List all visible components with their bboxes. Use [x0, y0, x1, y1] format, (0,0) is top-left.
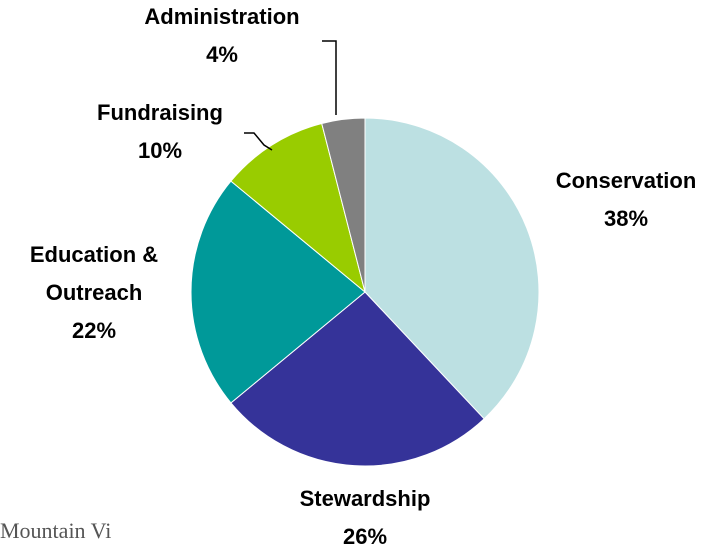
- footer-partial-text: Mountain Vi: [0, 518, 112, 543]
- leader-line-4: [322, 40, 337, 115]
- slice-percent-label-2: 22%: [72, 318, 116, 343]
- slice-labels: Conservation 38% Stewardship 26% Education &…: [30, 4, 696, 549]
- slice-name-label-0-0: Conservation: [556, 168, 697, 193]
- pie-slice-education-outreach: [190, 180, 366, 404]
- slice-name-label-2-1: Outreach: [46, 280, 143, 305]
- slice-name-label-2-0: Education &: [30, 242, 158, 267]
- pie-slice-fundraising: [230, 122, 366, 294]
- pie-slice-conservation: [364, 117, 540, 420]
- slice-percent-label-4: 4%: [206, 42, 238, 67]
- slice-percent-label-3: 10%: [138, 138, 182, 163]
- leader-line-3: [244, 132, 273, 151]
- pie-slices: [190, 117, 540, 467]
- slice-name-label-4-0: Administration: [144, 4, 299, 29]
- leader-lines: [244, 40, 337, 151]
- slice-name-label-3-0: Fundraising: [97, 100, 223, 125]
- slice-percent-label-1: 26%: [343, 524, 387, 549]
- pie-slice-administration: [321, 117, 366, 293]
- pie-slice-stewardship: [230, 291, 485, 467]
- slice-name-label-1-0: Stewardship: [300, 486, 431, 511]
- slice-percent-label-0: 38%: [604, 206, 648, 231]
